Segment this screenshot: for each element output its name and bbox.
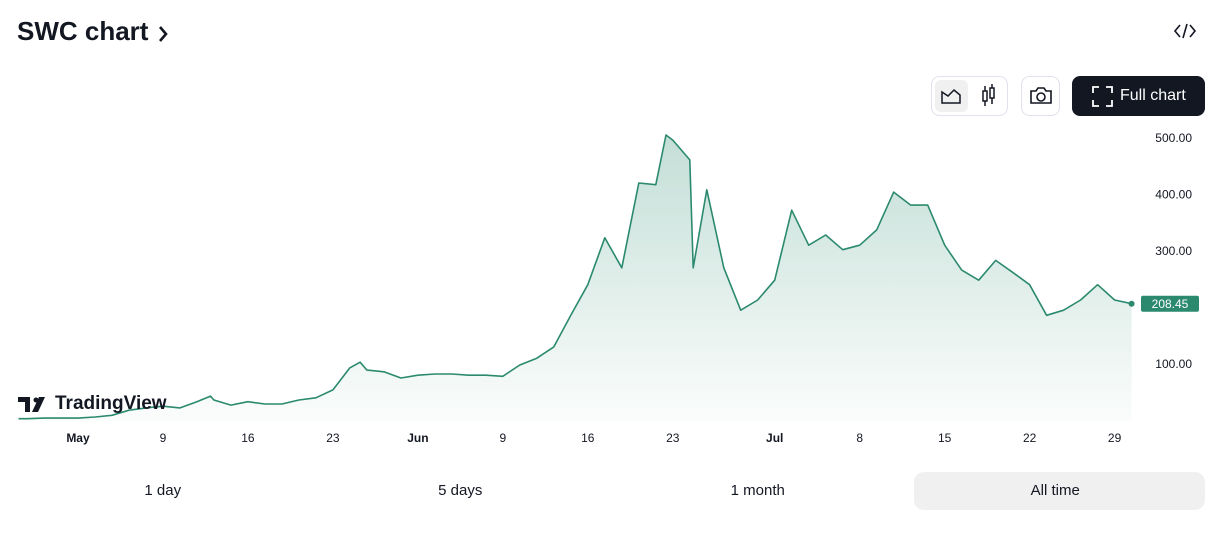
price-badge [1141,295,1199,312]
camera-icon [1030,87,1052,104]
y-tick-label: 100.00 [1155,357,1192,371]
full-chart-label[interactable]: Full chart [1120,87,1186,104]
fullscreen-icon [1092,86,1113,107]
x-tick-label: 16 [581,431,595,445]
x-tick-label: 22 [1023,431,1037,445]
x-tick-label: Jun [407,431,428,445]
range-tab[interactable]: 1 day [144,482,181,499]
x-tick-label: May [66,431,90,445]
x-tick-label: 9 [160,431,167,445]
title[interactable]: SWC chart [17,16,149,46]
candle-button[interactable] [982,84,995,106]
price-line [18,134,1132,420]
full-chart-button[interactable] [1072,76,1205,116]
x-tick-label: Jul [766,431,783,445]
snapshot-button[interactable] [1021,76,1060,116]
y-tick-label: 400.00 [1155,188,1192,202]
range-tab-selected [914,472,1205,510]
range-tab[interactable]: 1 month [731,482,785,499]
x-tick-label: 29 [1108,431,1122,445]
embed-icon[interactable] [1173,23,1197,39]
tradingview-logo: TradingView [18,393,167,414]
x-tick-label: 9 [499,431,506,445]
range-tab[interactable]: 5 days [438,482,482,499]
logo-text: TradingView [55,393,167,414]
area-style-button[interactable] [935,80,968,112]
area-fill [18,135,1132,422]
chevron[interactable] [159,26,168,42]
price-badge-label: 208.45 [1152,297,1189,311]
x-tick-label: 23 [666,431,680,445]
y-tick-label: 500.00 [1155,131,1192,145]
x-tick-label: 16 [241,431,255,445]
area-icon [941,88,961,104]
x-tick-label: 15 [938,431,952,445]
x-tick-label: 23 [326,431,340,445]
last-point [1128,300,1135,307]
y-tick-label: 300.00 [1155,244,1192,258]
x-tick-label: 8 [856,431,863,445]
range-tab[interactable]: All time [1031,482,1080,499]
